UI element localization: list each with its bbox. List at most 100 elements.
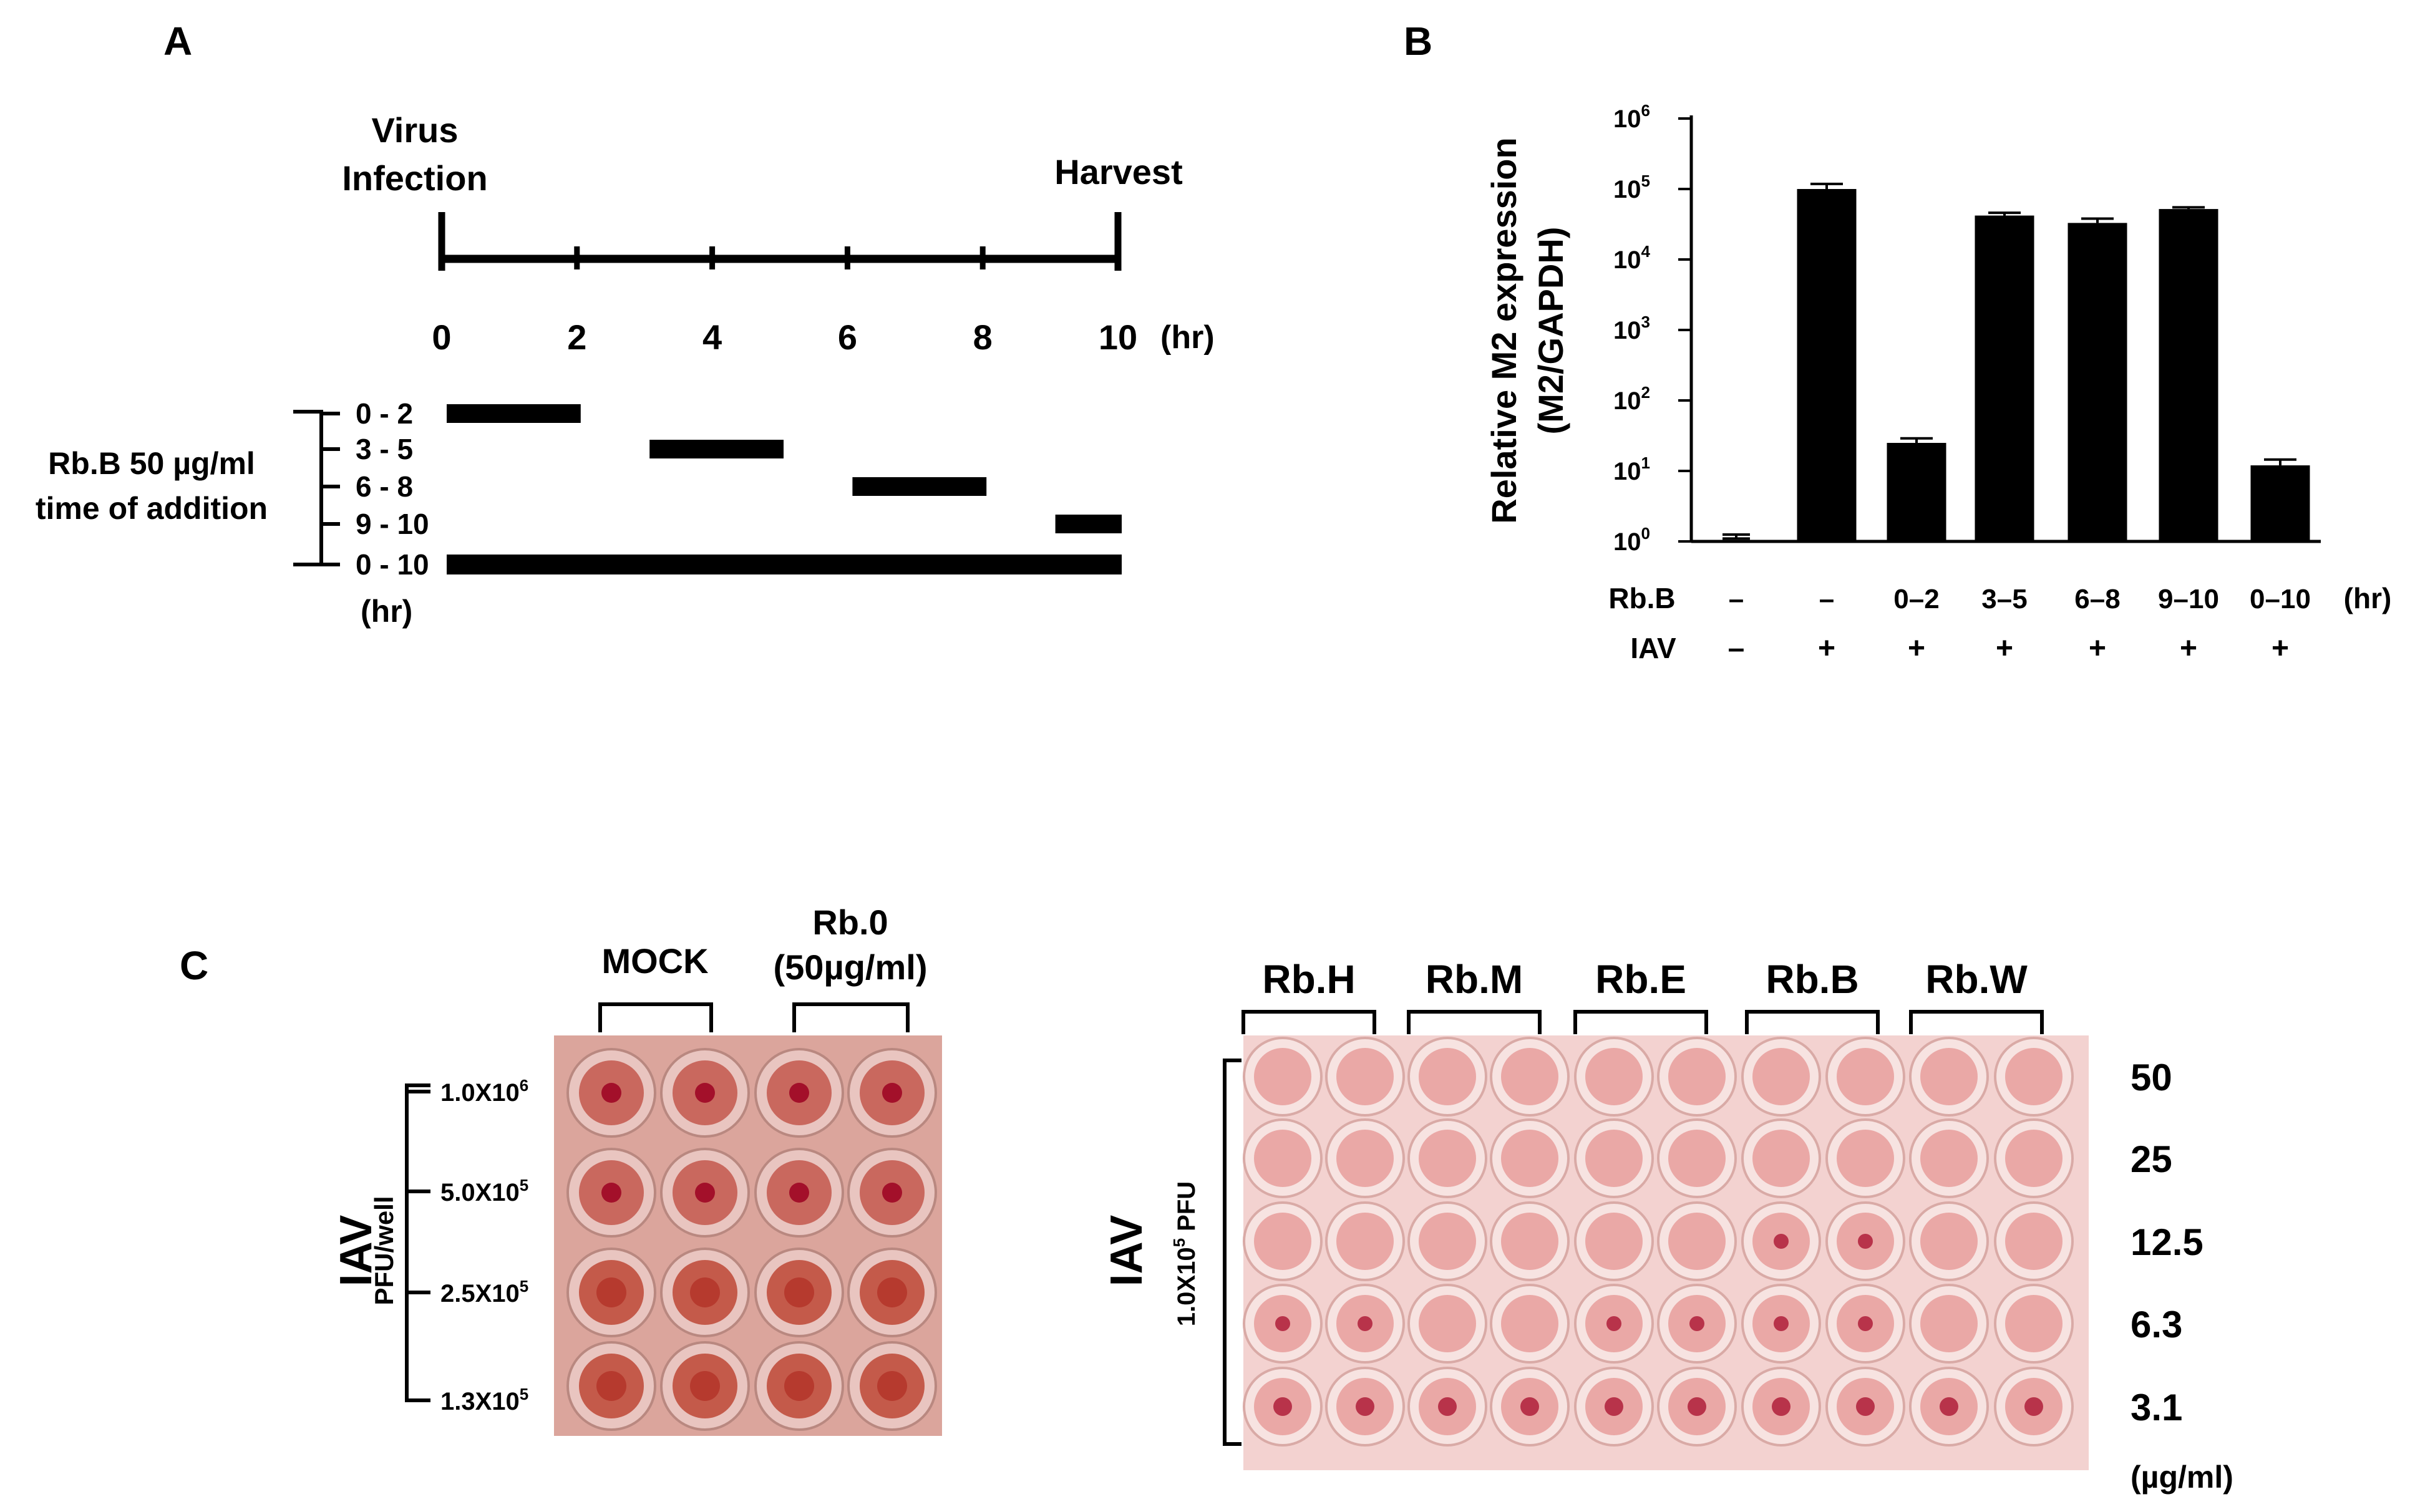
- bar: [1975, 215, 2034, 541]
- y-tick-base: 10: [1613, 387, 1641, 415]
- cell-layer: [2005, 1130, 2063, 1187]
- left-plate-bracket: [405, 1083, 430, 1402]
- y-tick-label: 104: [1613, 242, 1651, 274]
- timeline-tick-label: 0: [432, 317, 451, 357]
- y-tick-exponent: 3: [1641, 313, 1650, 331]
- left-iav-label: IAV: [331, 1215, 381, 1287]
- extract-header: Rb.M: [1426, 957, 1523, 1002]
- rbc-button: [1688, 1397, 1706, 1416]
- rbc-button: [695, 1083, 715, 1103]
- extract-header: Rb.W: [1925, 957, 2028, 1002]
- y-axis-label-line2: (M2/GAPDH): [1531, 227, 1570, 435]
- y-tick-base: 10: [1613, 528, 1641, 556]
- interval-label: 0 - 10: [356, 548, 429, 581]
- infection-label: Infection: [342, 158, 487, 198]
- rbc-button: [1772, 1397, 1790, 1416]
- pfu-exponent: 6: [520, 1076, 528, 1095]
- extract-header: Rb.H: [1262, 957, 1355, 1002]
- y-tick-label: 106: [1613, 101, 1650, 133]
- cell-layer: [1920, 1213, 1978, 1270]
- right-iav-label: IAV: [1102, 1215, 1152, 1287]
- iav-category-label: +: [1996, 632, 2013, 665]
- concentration-label: 12.5: [2131, 1221, 2203, 1263]
- rb0-header: Rb.0: [812, 903, 888, 942]
- pfu-mantissa: 1.3X10: [440, 1388, 520, 1415]
- pfu-row-label: 1.3X105: [440, 1385, 528, 1415]
- y-axis-label-line1: Relative M2 expression: [1484, 137, 1523, 523]
- timeline-ticks: [574, 246, 986, 269]
- cell-layer: [1668, 1048, 1726, 1105]
- rb0-dose-header: (50µg/ml): [774, 947, 928, 987]
- right-plate-bracket: [1223, 1059, 1241, 1446]
- cell-layer: [1668, 1130, 1726, 1187]
- panel-c: C MOCK Rb.0 (50µg/ml) IAV PFU/well 1.0X1…: [180, 903, 2233, 1495]
- cell-layer: [1419, 1295, 1476, 1352]
- iav-category-label: +: [2089, 632, 2106, 665]
- cell-layer: [1920, 1295, 1978, 1352]
- rbb-category-label: 9–10: [2158, 584, 2219, 614]
- cell-layer: [1254, 1048, 1311, 1105]
- pfu-mantissa: 1.0X10: [440, 1079, 520, 1107]
- interval-bar: [1055, 515, 1122, 533]
- rbc-button: [784, 1371, 814, 1401]
- cell-layer: [2005, 1213, 2063, 1270]
- pfu-row-label: 5.0X105: [440, 1176, 528, 1206]
- extract-bracket: [1241, 1010, 1376, 1034]
- cell-layer: [1336, 1048, 1394, 1105]
- timeline-tick-label: 4: [702, 317, 722, 357]
- concentration-label: 25: [2131, 1138, 2172, 1180]
- cell-layer: [1501, 1130, 1558, 1187]
- interval-bar: [649, 440, 784, 458]
- extract-bracket: [1745, 1010, 1880, 1034]
- rbb-category-label: 6–8: [2074, 584, 2120, 614]
- cell-layer: [1419, 1213, 1476, 1270]
- rbc-button: [690, 1277, 720, 1307]
- rbc-button: [690, 1371, 720, 1401]
- timeline-tick-label: 6: [838, 317, 857, 357]
- cell-layer: [2005, 1295, 2063, 1352]
- rbc-button: [784, 1277, 814, 1307]
- bar: [2250, 465, 2310, 541]
- cell-layer: [1585, 1048, 1643, 1105]
- panel-a: A Virus Infection Harvest 0 2 4 6 8 10 (hr) R…: [36, 19, 1215, 629]
- timeline-unit: (hr): [1160, 319, 1215, 356]
- mock-bracket: [598, 1002, 713, 1032]
- pfu-row-label: 1.0X106: [440, 1076, 528, 1107]
- cell-layer: [1668, 1213, 1726, 1270]
- panel-c-letter: C: [180, 943, 208, 988]
- pfu-row-label: 2.5X105: [440, 1277, 528, 1307]
- rbb-category-label: –: [1729, 584, 1744, 614]
- y-tick-base: 10: [1613, 317, 1641, 344]
- extract-bracket: [1909, 1010, 2044, 1034]
- virus-label: Virus: [371, 110, 458, 150]
- y-tick-base: 10: [1613, 246, 1641, 274]
- cell-layer: [1585, 1130, 1643, 1187]
- right-plate-wells: [1243, 1037, 2074, 1447]
- rbc-button: [1520, 1397, 1539, 1416]
- rbb-category-label: 0–2: [1893, 584, 1939, 614]
- bar: [1887, 443, 1946, 541]
- bar: [2159, 209, 2218, 541]
- interval-label: 6 - 8: [356, 470, 413, 503]
- rbb-category-label: 3–5: [1981, 584, 2027, 614]
- cell-layer: [1336, 1213, 1394, 1270]
- cell-layer: [1254, 1130, 1311, 1187]
- pfu-exponent: 5: [520, 1277, 528, 1296]
- right-plate-row-labels: 50 25 12.5 6.3 3.1: [2131, 1057, 2203, 1428]
- y-tick-base: 10: [1613, 176, 1641, 203]
- y-tick-exponent: 1: [1641, 453, 1650, 472]
- iav-category-label: +: [1908, 632, 1925, 665]
- y-tick-label: 105: [1613, 172, 1650, 203]
- timeline-tick-label: 8: [973, 317, 993, 357]
- pfu-mantissa: 1.0X10: [1173, 1247, 1200, 1326]
- rbc-button: [2024, 1397, 2043, 1416]
- panel-a-letter: A: [163, 19, 192, 64]
- pfu-mantissa: 5.0X10: [440, 1179, 520, 1206]
- y-tick-label: 103: [1613, 313, 1650, 344]
- cell-layer: [1501, 1295, 1558, 1352]
- bar: [1797, 189, 1857, 541]
- rbc-button: [601, 1183, 621, 1203]
